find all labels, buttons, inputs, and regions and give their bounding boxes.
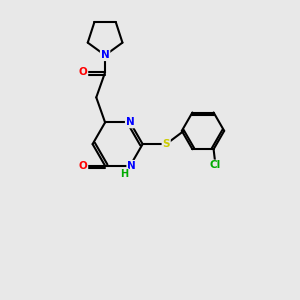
Text: N: N — [101, 50, 110, 60]
Text: O: O — [79, 161, 87, 171]
Text: N: N — [126, 117, 134, 128]
Text: N: N — [127, 161, 136, 171]
Text: S: S — [162, 139, 170, 149]
Text: H: H — [120, 169, 128, 179]
Text: O: O — [79, 68, 87, 77]
Text: Cl: Cl — [209, 160, 221, 170]
